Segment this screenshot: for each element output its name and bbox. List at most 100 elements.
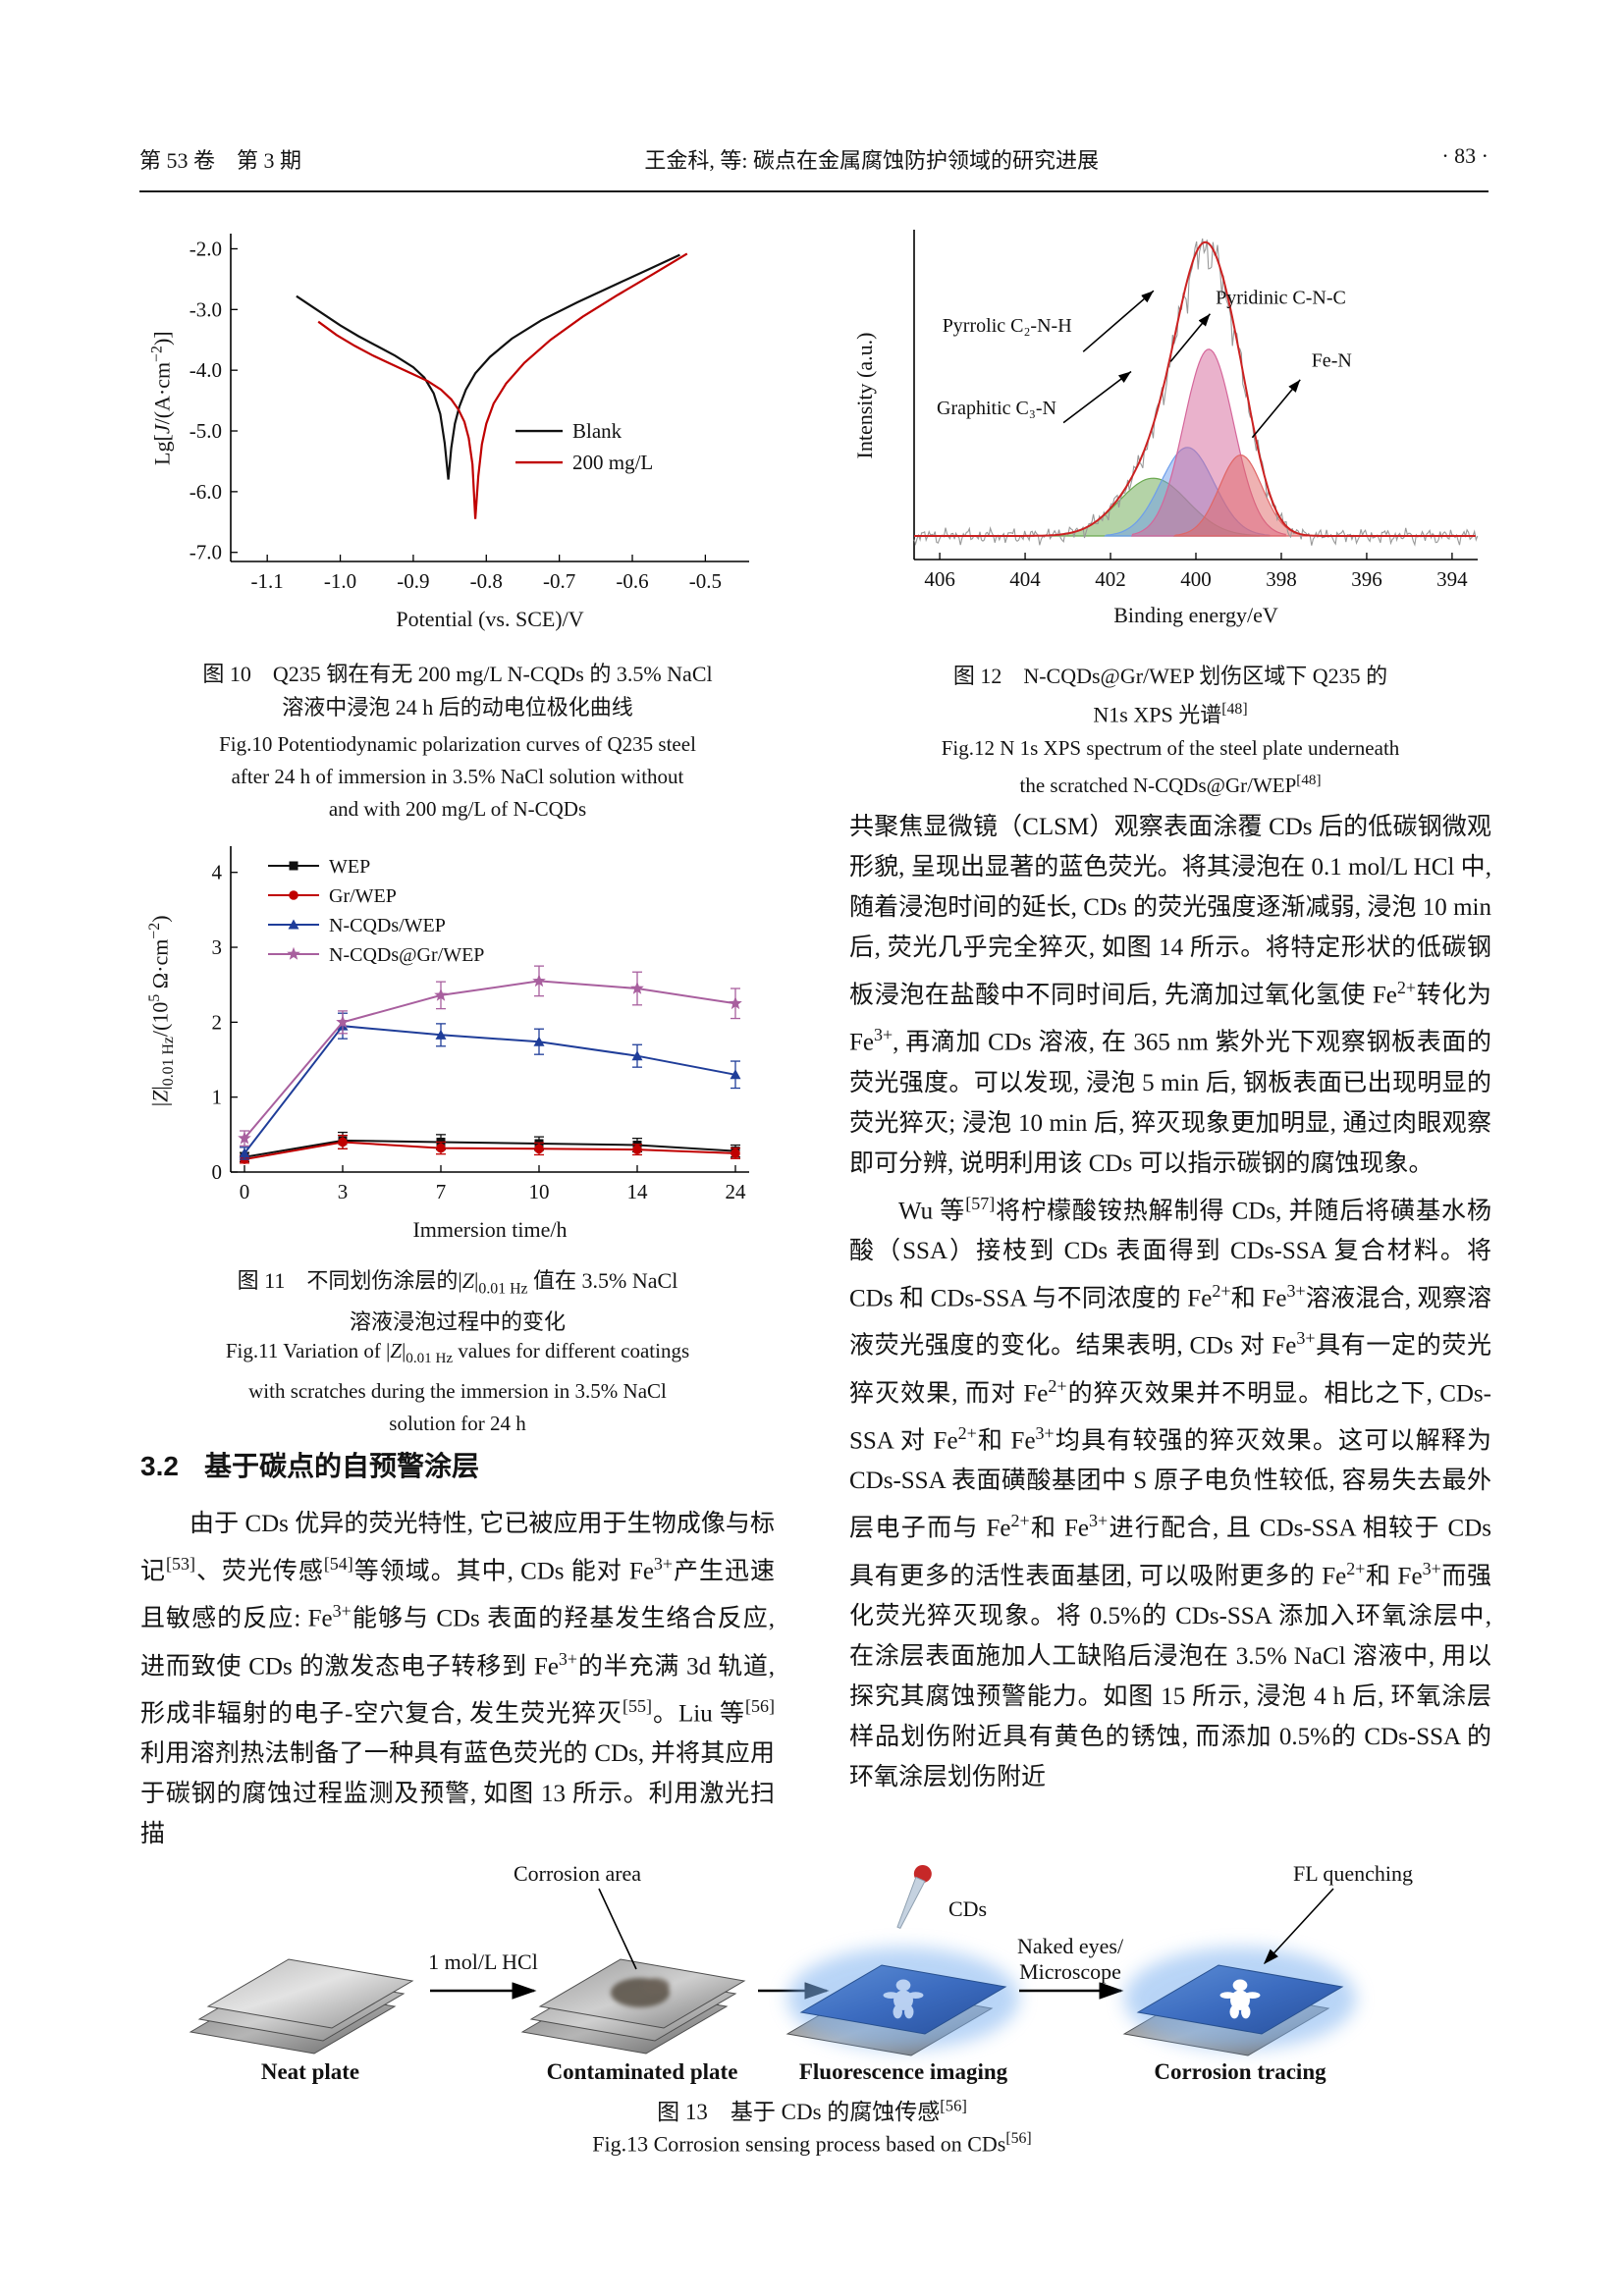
x-tick-label: 400 — [1180, 567, 1212, 591]
marker-circle — [632, 1145, 642, 1154]
figure10-chart: -7.0 -6.0 -5.0 -4.0 -3.0 -2.0 -1.1 -1.0 -0.9 -0.8… — [140, 218, 775, 647]
y-tick-label: 0 — [212, 1160, 223, 1184]
x-tick-label: -1.1 — [251, 569, 284, 593]
xps-annotation-arrow — [1169, 313, 1212, 362]
corrosion-blob — [611, 1978, 670, 2007]
stage-label-contaminated-plate: Contaminated plate — [547, 2059, 738, 2084]
figure11-caption-cn: 图 11 不同划伤涂层的|Z|0.01 Hz 值在 3.5% NaCl 溶液浸泡过… — [237, 1268, 678, 1335]
fig10-x-axis-title: Potential (vs. SCE)/V — [396, 607, 584, 631]
marker-star — [532, 974, 546, 988]
y-tick-label: -5.0 — [189, 419, 222, 443]
marker-triangle — [631, 1050, 643, 1061]
section-3-2: 3.2 基于碳点的自预警涂层 由于 CDs 优异的荧光特性, 它已被应用于生物成像… — [140, 1445, 775, 1854]
figure12-caption-en: Fig.12 N 1s XPS spectrum of the steel pl… — [941, 736, 1400, 797]
xps-annotation-label: Graphitic C₃-N — [937, 398, 1056, 419]
xps-fit-envelope — [914, 240, 1476, 537]
stage-label-neat-plate: Neat plate — [261, 2059, 359, 2084]
figure12-chart: 406 404 402 400 398 396 394 Pyrrolic C₂-N-H Pyri… — [849, 218, 1491, 632]
fig10-y-axis-title: Lg[J/(A·cm−2)] — [148, 331, 175, 465]
series-WEP — [244, 1139, 736, 1158]
x-tick-label: 14 — [627, 1180, 649, 1203]
corrosion-area-pointer — [598, 1888, 637, 1970]
marker-triangle — [533, 1036, 545, 1046]
section-3-2-heading: 3.2 基于碳点的自预警涂层 — [140, 1445, 775, 1484]
y-tick-label: 1 — [212, 1086, 223, 1109]
legend-label: N-CQDs@Gr/WEP — [329, 944, 484, 966]
legend-label: Gr/WEP — [329, 885, 397, 907]
y-tick-label: -2.0 — [189, 237, 222, 260]
legend-label: 200 mg/L — [572, 451, 653, 474]
marker-star — [729, 996, 742, 1010]
marker-star — [336, 1015, 350, 1029]
marker-circle — [338, 1137, 348, 1148]
paragraph-right-2: Wu 等[57]将柠檬酸铵热解制得 CDs, 并随后将磺基水杨酸（SSA）接枝到… — [849, 1193, 1491, 1790]
section-title: 基于碳点的自预警涂层 — [203, 1451, 479, 1481]
hcl-label: 1 mol/L HCl — [428, 1949, 538, 1974]
marker-triangle — [239, 1148, 250, 1158]
marker-circle — [534, 1144, 544, 1154]
fl-quenching-pointer — [1263, 1888, 1334, 1965]
figure12-caption-cn: 图 12 N-CQDs@Gr/WEP 划伤区域下 Q235 的 N1s XPS 光… — [952, 664, 1388, 727]
xps-annotation-arrow — [1062, 370, 1132, 424]
series-200 mg/L — [317, 252, 688, 519]
x-tick-label: 0 — [240, 1180, 250, 1203]
fig11-plot: 0 1 2 3 4 0 3 7 10 14 24 WEP Gr/WEP N-CQDs/WEP N-CQDs@… — [212, 846, 749, 1203]
y-tick-label: -4.0 — [189, 358, 222, 382]
right-column-text: 共聚焦显微镜（CLSM）观察表面涂覆 CDs 后的低碳钢微观形貌, 呈现出显著的… — [849, 807, 1491, 1797]
legend-label: N-CQDs/WEP — [329, 915, 446, 936]
neat-plate-illustration — [189, 1958, 413, 2055]
legend-label: Blank — [572, 419, 623, 443]
x-tick-label: -0.5 — [689, 569, 722, 593]
x-tick-label: -0.7 — [543, 569, 575, 593]
x-tick-label: -0.9 — [397, 569, 429, 593]
x-tick-label: 10 — [529, 1180, 550, 1203]
marker-circle — [731, 1148, 740, 1158]
y-tick-label: -6.0 — [189, 480, 222, 504]
fig10-plot: -7.0 -6.0 -5.0 -4.0 -3.0 -2.0 -1.1 -1.0 -0.9 -0.8… — [189, 234, 749, 593]
fig12-x-axis-title: Binding energy/eV — [1113, 603, 1278, 627]
fig12-plot: 406 404 402 400 398 396 394 Pyrrolic C₂-N-H Pyri… — [913, 230, 1479, 591]
stage-label-corrosion-tracing: Corrosion tracing — [1154, 2059, 1326, 2084]
figure13-diagram: 1 mol/L HCl Corrosion area CDs Naked eye… — [118, 1853, 1506, 2089]
xps-raw-signal — [913, 238, 1479, 547]
x-tick-label: 7 — [436, 1180, 447, 1203]
section-number: 3.2 — [140, 1451, 179, 1481]
x-tick-label: 394 — [1436, 567, 1468, 591]
x-tick-label: -0.8 — [470, 569, 503, 593]
xps-component-Fe-N — [1172, 454, 1308, 537]
fl-quenching-label: FL quenching — [1293, 1861, 1413, 1886]
running-title: 王金科, 等: 碳点在金属腐蚀防护领域的研究进展 — [644, 148, 1099, 173]
y-tick-label: -7.0 — [189, 541, 222, 564]
y-tick-label: -3.0 — [189, 297, 222, 321]
fluorescence-imaging-illustration — [786, 1948, 1019, 2056]
header-rule — [139, 190, 1489, 192]
contaminated-plate-illustration — [521, 1958, 745, 2055]
x-tick-label: 3 — [338, 1180, 349, 1203]
corrosion-area-label: Corrosion area — [514, 1861, 641, 1886]
marker-star — [434, 988, 448, 1001]
xps-annotation-label: Pyridinic C-N-C — [1216, 288, 1346, 309]
dropper-icon — [896, 1864, 932, 1930]
microscope-label: Microscope — [1019, 1959, 1121, 1984]
xps-annotation-arrow — [1082, 290, 1155, 352]
figure11-chart: 0 1 2 3 4 0 3 7 10 14 24 WEP Gr/WEP N-CQDs/WEP N-CQDs@… — [140, 830, 775, 1251]
figure11-caption-en: Fig.11 Variation of |Z|0.01 Hz values fo… — [225, 1339, 690, 1436]
marker-triangle — [288, 919, 299, 930]
marker-circle — [436, 1143, 446, 1153]
x-tick-label: -1.0 — [324, 569, 356, 593]
marker-star — [287, 946, 300, 960]
legend-label: WEP — [329, 856, 370, 878]
y-tick-label: 3 — [212, 935, 223, 959]
marker-star — [630, 981, 644, 994]
figure10-caption-en: Fig.10 Potentiodynamic polarization curv… — [219, 732, 696, 821]
y-tick-label: 2 — [212, 1010, 223, 1034]
x-tick-label: 396 — [1351, 567, 1382, 591]
x-tick-label: 406 — [924, 567, 955, 591]
cds-label: CDs — [948, 1896, 987, 1921]
figure13-caption-en: Fig.13 Corrosion sensing process based o… — [592, 2130, 1032, 2157]
fig11-x-axis-title: Immersion time/h — [412, 1217, 568, 1242]
marker-square — [289, 861, 298, 871]
xps-annotation-label: Pyrrolic C₂-N-H — [943, 315, 1072, 337]
marker-triangle — [730, 1069, 741, 1080]
paragraph-right-1: 共聚焦显微镜（CLSM）观察表面涂覆 CDs 后的低碳钢微观形貌, 呈现出显著的… — [849, 814, 1491, 1177]
